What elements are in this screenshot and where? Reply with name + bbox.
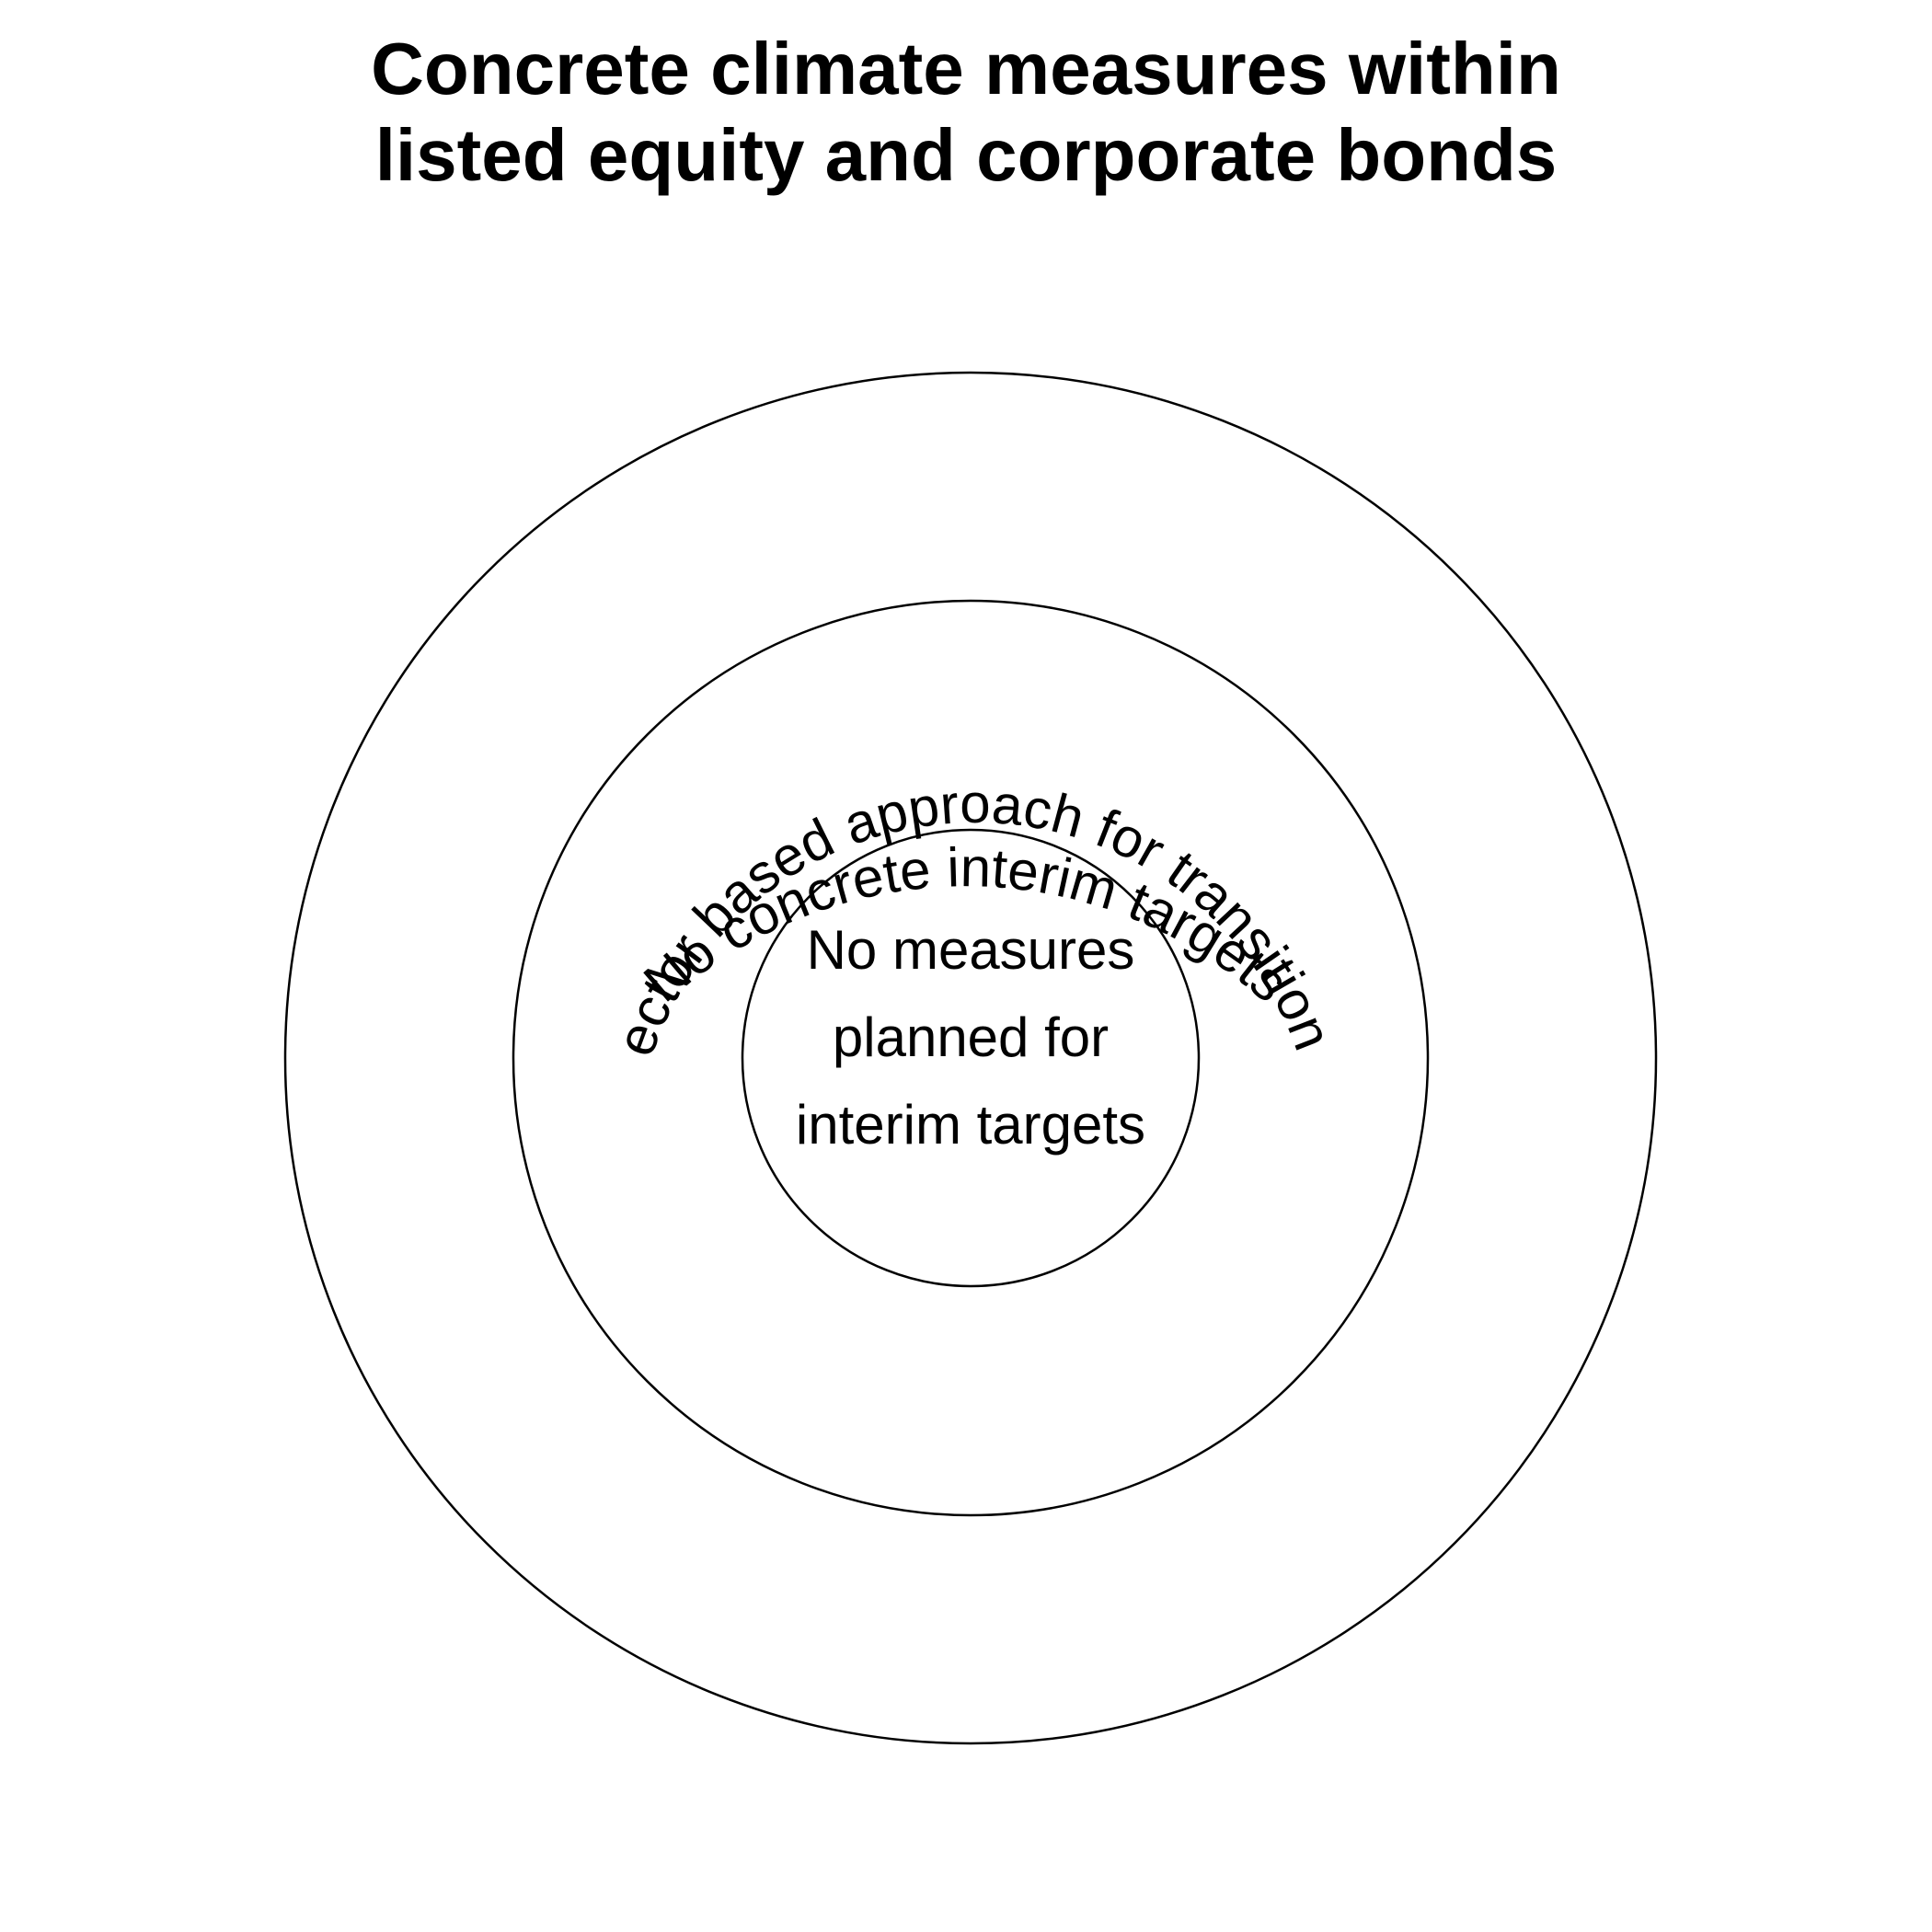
- middle-ring: [512, 599, 1430, 1517]
- inner-ring: [741, 828, 1201, 1288]
- title-line-1: Concrete climate measures within: [371, 28, 1561, 109]
- inner-label-line-3: interim targets: [796, 1094, 1145, 1156]
- inner-label-line-2: planned for: [833, 1006, 1109, 1068]
- outer-ring: [283, 371, 1658, 1745]
- inner-label-line-1: No measures: [807, 919, 1135, 981]
- diagram-title: Concrete climate measures within listed …: [0, 26, 1932, 199]
- title-line-2: listed equity and corporate bonds: [374, 114, 1558, 196]
